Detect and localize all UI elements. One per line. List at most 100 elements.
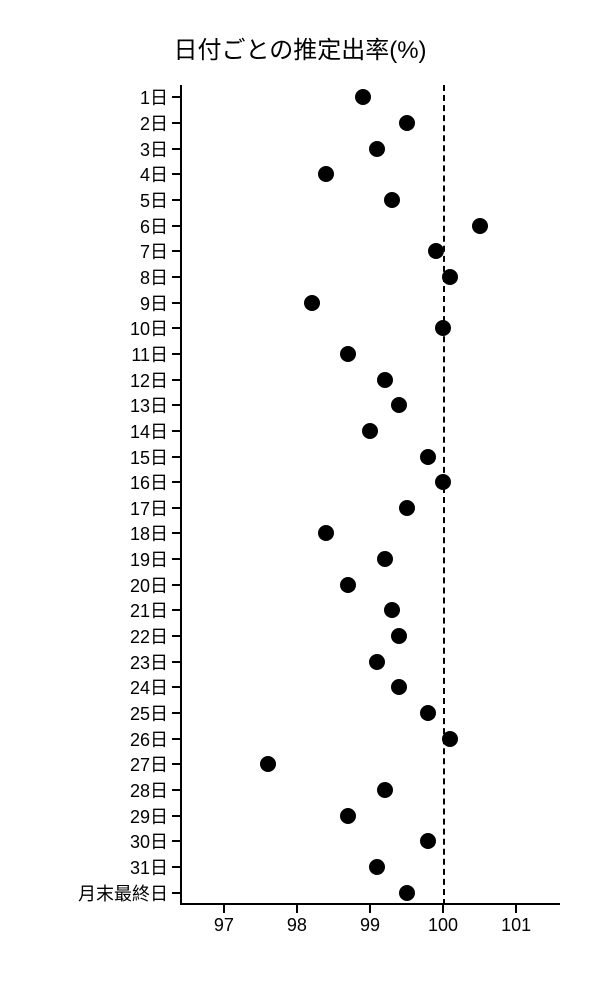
- data-point: [442, 269, 458, 285]
- y-axis-label: 3日: [140, 136, 168, 162]
- data-point: [318, 166, 334, 182]
- y-tick: [172, 635, 180, 637]
- data-point: [340, 808, 356, 824]
- x-axis-label: 101: [501, 915, 531, 936]
- data-point: [369, 654, 385, 670]
- data-point: [391, 679, 407, 695]
- data-point: [428, 243, 444, 259]
- y-tick: [172, 815, 180, 817]
- y-axis-label: 15日: [130, 444, 168, 470]
- x-axis-label: 97: [214, 915, 234, 936]
- data-point: [377, 551, 393, 567]
- data-point: [420, 833, 436, 849]
- data-point: [369, 141, 385, 157]
- data-point: [260, 756, 276, 772]
- y-axis-label: 20日: [130, 572, 168, 598]
- data-point: [384, 602, 400, 618]
- data-point: [369, 859, 385, 875]
- y-axis-label: 25日: [130, 700, 168, 726]
- data-point: [435, 474, 451, 490]
- y-tick: [172, 302, 180, 304]
- data-point: [384, 192, 400, 208]
- y-axis-label: 12日: [130, 367, 168, 393]
- y-tick: [172, 456, 180, 458]
- plot-area: 1日2日3日4日5日6日7日8日9日10日11日12日13日14日15日16日1…: [180, 85, 560, 905]
- data-point: [420, 705, 436, 721]
- x-axis-label: 100: [428, 915, 458, 936]
- data-point: [399, 885, 415, 901]
- y-tick: [172, 609, 180, 611]
- y-tick: [172, 327, 180, 329]
- y-axis-label: 29日: [130, 803, 168, 829]
- data-point: [377, 782, 393, 798]
- data-point: [355, 89, 371, 105]
- y-tick: [172, 250, 180, 252]
- y-axis-label: 17日: [130, 495, 168, 521]
- y-axis-label: 23日: [130, 649, 168, 675]
- data-point: [472, 218, 488, 234]
- y-tick: [172, 148, 180, 150]
- y-axis-label: 26日: [130, 726, 168, 752]
- y-tick: [172, 507, 180, 509]
- y-axis-line: [180, 85, 182, 905]
- x-tick: [223, 905, 225, 913]
- data-point: [442, 731, 458, 747]
- y-axis-label: 28日: [130, 777, 168, 803]
- y-tick: [172, 584, 180, 586]
- x-axis-label: 98: [287, 915, 307, 936]
- y-axis-label: 31日: [130, 854, 168, 880]
- y-tick: [172, 353, 180, 355]
- y-axis-label: 14日: [130, 418, 168, 444]
- y-tick: [172, 430, 180, 432]
- y-axis-label: 11日: [131, 341, 168, 367]
- y-tick: [172, 558, 180, 560]
- data-point: [362, 423, 378, 439]
- y-tick: [172, 866, 180, 868]
- y-tick: [172, 404, 180, 406]
- y-axis-label: 1日: [140, 84, 168, 110]
- chart-title: 日付ごとの推定出率(%): [0, 30, 600, 65]
- y-axis-label: 22日: [130, 623, 168, 649]
- x-axis-line: [180, 903, 560, 905]
- data-point: [420, 449, 436, 465]
- y-tick: [172, 789, 180, 791]
- y-axis-label: 13日: [130, 392, 168, 418]
- y-axis-label: 24日: [130, 674, 168, 700]
- data-point: [318, 525, 334, 541]
- y-axis-label: 27日: [130, 751, 168, 777]
- y-axis-label: 10日: [130, 315, 168, 341]
- reference-line: [443, 85, 445, 905]
- data-point: [377, 372, 393, 388]
- y-axis-label: 16日: [130, 469, 168, 495]
- x-axis-label: 99: [360, 915, 380, 936]
- y-tick: [172, 225, 180, 227]
- y-axis-label: 8日: [140, 264, 168, 290]
- y-tick: [172, 481, 180, 483]
- y-axis-label: 4日: [140, 161, 168, 187]
- y-axis-label: 月末最終日: [78, 880, 168, 906]
- y-axis-label: 7日: [140, 238, 168, 264]
- y-tick: [172, 892, 180, 894]
- y-tick: [172, 276, 180, 278]
- y-tick: [172, 712, 180, 714]
- y-tick: [172, 738, 180, 740]
- y-axis-label: 18日: [130, 520, 168, 546]
- y-tick: [172, 379, 180, 381]
- data-point: [391, 397, 407, 413]
- data-point: [399, 500, 415, 516]
- y-tick: [172, 840, 180, 842]
- x-tick: [369, 905, 371, 913]
- y-tick: [172, 661, 180, 663]
- x-tick: [515, 905, 517, 913]
- data-point: [399, 115, 415, 131]
- y-tick: [172, 763, 180, 765]
- data-point: [340, 346, 356, 362]
- y-axis-label: 21日: [130, 597, 168, 623]
- y-tick: [172, 199, 180, 201]
- y-tick: [172, 96, 180, 98]
- y-tick: [172, 532, 180, 534]
- y-tick: [172, 173, 180, 175]
- data-point: [304, 295, 320, 311]
- y-axis-label: 2日: [140, 110, 168, 136]
- data-point: [435, 320, 451, 336]
